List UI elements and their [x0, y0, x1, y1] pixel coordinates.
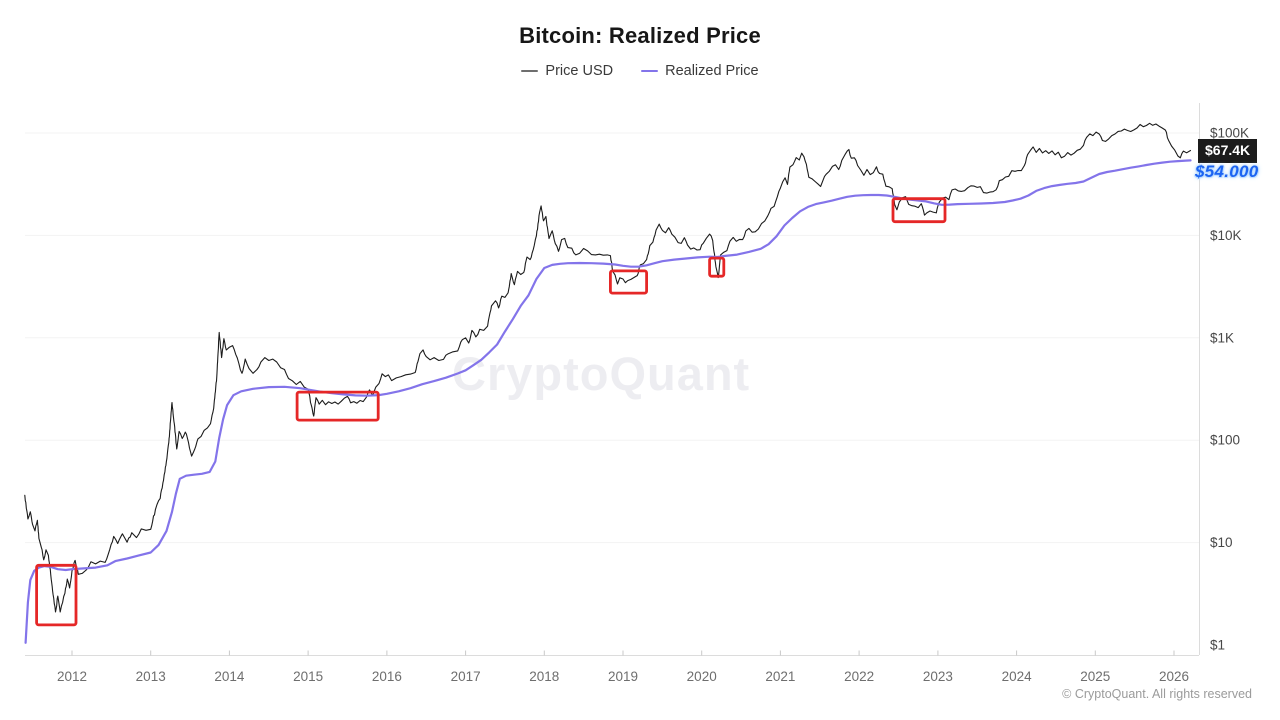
svg-text:$100K: $100K — [1210, 126, 1249, 141]
highlight-boxes — [35, 197, 947, 627]
red-annotation-box — [609, 269, 649, 295]
svg-text:$10: $10 — [1210, 535, 1233, 550]
svg-text:2014: 2014 — [214, 669, 245, 684]
realized-price-line — [24, 159, 1192, 644]
axes — [25, 103, 1200, 656]
svg-text:2015: 2015 — [293, 669, 323, 684]
svg-text:2019: 2019 — [608, 669, 638, 684]
svg-text:2016: 2016 — [372, 669, 402, 684]
legend-label-realized-price: Realized Price — [665, 63, 759, 79]
svg-text:2018: 2018 — [529, 669, 559, 684]
x-axis-labels: 2012 2013 2014 2015 2016 2017 2018 2019 2020 2021… — [57, 650, 1189, 684]
legend-label-price-usd: Price USD — [545, 63, 614, 79]
red-annotation-box — [295, 390, 380, 422]
page-title: Bitcoin: Realized Price — [519, 23, 761, 48]
cryptoquant-watermark: CryptoQuant — [452, 347, 751, 400]
svg-text:2026: 2026 — [1159, 669, 1189, 684]
red-annotation-box — [891, 197, 947, 224]
svg-text:$1K: $1K — [1210, 330, 1234, 345]
realized-price-annotation: $54.000 — [1195, 162, 1259, 181]
svg-text:2022: 2022 — [844, 669, 874, 684]
svg-text:2021: 2021 — [765, 669, 795, 684]
y-axis-labels: $100K $10K $1K $100 $10 $1 — [1210, 126, 1249, 653]
copyright-notice: © CryptoQuant. All rights reserved — [1062, 687, 1252, 701]
red-annotation-box — [708, 256, 726, 278]
red-annotation-box — [35, 563, 78, 627]
svg-text:2013: 2013 — [136, 669, 166, 684]
svg-text:2012: 2012 — [57, 669, 87, 684]
svg-text:$10K: $10K — [1210, 228, 1242, 243]
svg-text:$100: $100 — [1210, 433, 1240, 448]
legend-item-price-usd[interactable]: Price USD — [521, 63, 613, 79]
last-price-badge: $67.4K — [1198, 139, 1258, 163]
price-usd-line-swatch-icon — [521, 69, 539, 73]
legend-item-realized-price[interactable]: Realized Price — [641, 63, 759, 79]
gridlines — [25, 132, 1199, 544]
svg-text:2023: 2023 — [923, 669, 953, 684]
svg-text:2025: 2025 — [1080, 669, 1110, 684]
chart-legend: Price USD Realized Price — [0, 63, 1280, 79]
svg-text:2020: 2020 — [687, 669, 717, 684]
svg-text:2017: 2017 — [451, 669, 481, 684]
price-usd-line — [24, 122, 1192, 613]
realized-price-line-swatch-icon — [641, 69, 659, 73]
svg-text:2024: 2024 — [1002, 669, 1033, 684]
svg-text:$1: $1 — [1210, 638, 1225, 653]
